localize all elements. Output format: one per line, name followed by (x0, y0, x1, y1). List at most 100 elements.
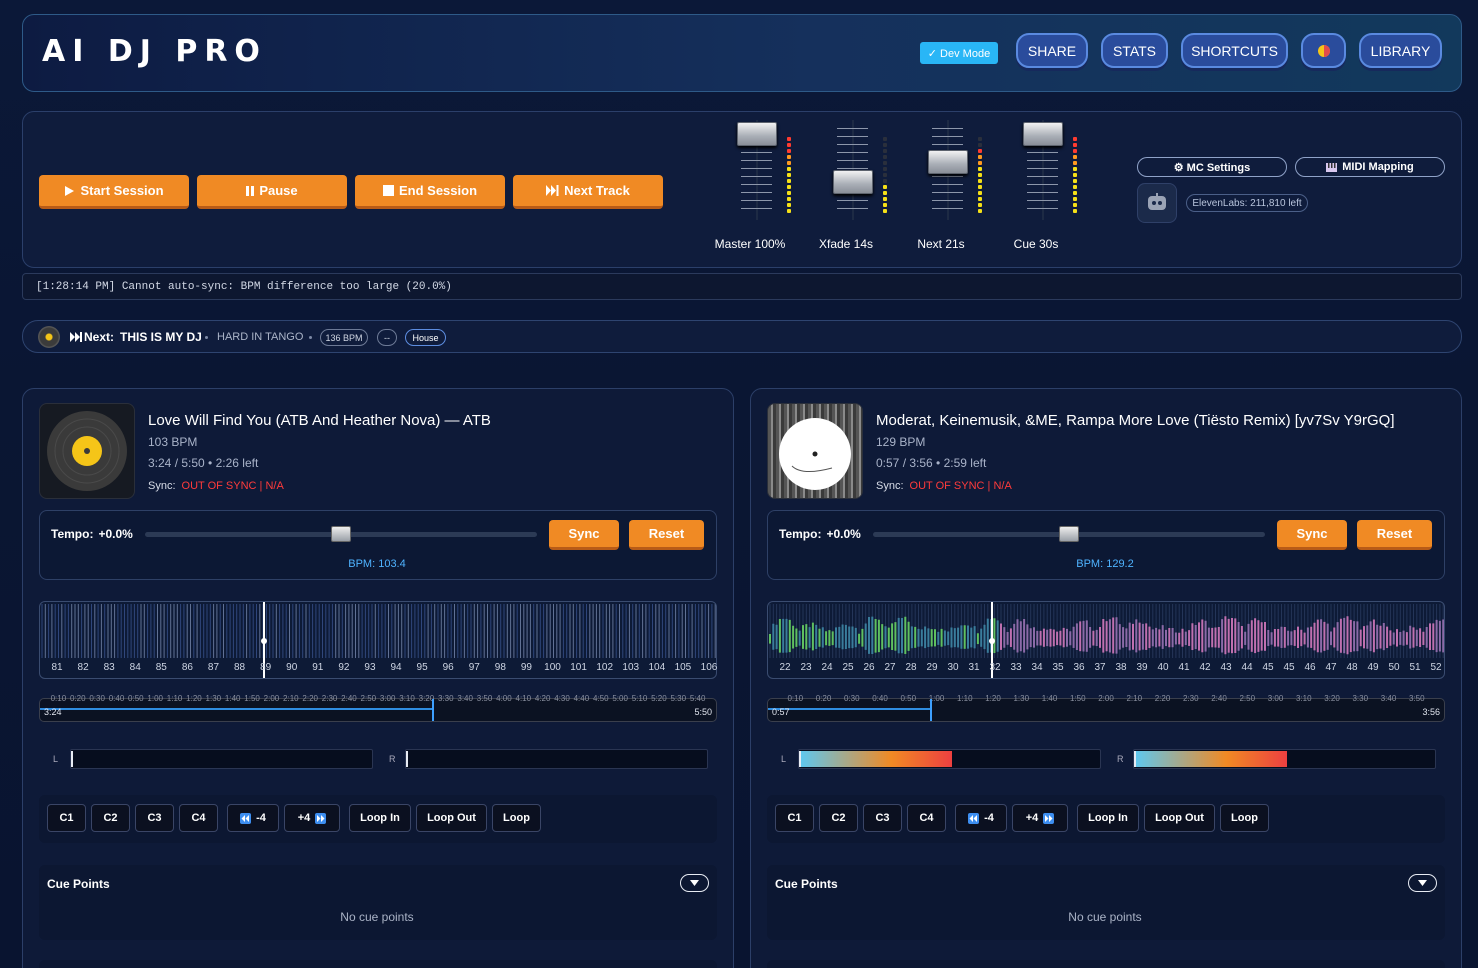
deck-button[interactable]: Loop In (1077, 804, 1139, 832)
beat-number: 82 (77, 662, 89, 673)
control-button[interactable]: Next Track (513, 175, 663, 209)
ruler-label: 3:50 (476, 694, 493, 703)
dev-mode-badge[interactable]: ✓ Dev Mode (920, 42, 998, 64)
meter-dot (883, 155, 887, 159)
meter-dot (978, 173, 982, 177)
deck-button[interactable]: Loop (1220, 804, 1269, 832)
control-button-label: Start Session (80, 183, 164, 198)
deck-button[interactable]: C3 (863, 804, 902, 832)
mc-settings-button[interactable]: ⚙ MC Settings (1137, 157, 1287, 177)
midi-button[interactable]: MIDI Mapping (1295, 157, 1445, 177)
ruler-label: 3:20 (418, 694, 435, 703)
control-button-icon (546, 185, 559, 196)
ruler-label: 1:20 (186, 694, 202, 703)
deck-button[interactable]: -4 (955, 804, 1007, 832)
deck-button-icon (240, 812, 252, 824)
ruler-label: 3:20 (1324, 694, 1340, 703)
meter-dot (978, 155, 982, 159)
nav-button[interactable]: SHORTCUTS (1181, 33, 1288, 68)
waveform[interactable] (767, 601, 1445, 679)
beat-number: 51 (1409, 662, 1421, 673)
deck-button[interactable]: C4 (907, 804, 946, 832)
reset-button[interactable]: Reset (1357, 520, 1432, 550)
ruler-label: 0:10 (787, 694, 804, 703)
sync-button[interactable]: Sync (549, 520, 619, 550)
deck-button[interactable]: C1 (775, 804, 814, 832)
level-bar (70, 749, 373, 769)
control-button[interactable]: End Session (355, 175, 505, 209)
next-icon (70, 332, 82, 342)
ruler-label: 1:00 (147, 694, 164, 703)
theme-button[interactable] (1301, 33, 1346, 68)
deck-button[interactable]: C1 (47, 804, 86, 832)
channel-label: R (389, 754, 396, 764)
album-art (767, 403, 863, 499)
deck-button[interactable]: Loop Out (416, 804, 487, 832)
ruler-label: 3:10 (1295, 694, 1312, 703)
cue-toggle[interactable] (1408, 874, 1437, 892)
fader-step (837, 152, 868, 153)
meter-dot (787, 143, 791, 147)
beat-number: 28 (905, 662, 917, 673)
deck-button[interactable]: +4 (1012, 804, 1068, 832)
waveform[interactable] (39, 601, 717, 679)
beat-number: 22 (779, 662, 791, 673)
ruler-label: 2:00 (263, 694, 280, 703)
robot-icon[interactable] (1137, 183, 1177, 223)
control-button[interactable]: Pause (197, 175, 347, 209)
fader-step (741, 192, 772, 193)
cue-toggle[interactable] (680, 874, 709, 892)
progress-fill (768, 708, 930, 710)
meter-dot (1073, 203, 1077, 207)
fader-step (932, 200, 963, 201)
ruler-label: 4:30 (554, 694, 570, 703)
deck-button[interactable]: C2 (91, 804, 130, 832)
tempo-thumb[interactable] (331, 526, 351, 542)
meter-dot (978, 209, 982, 213)
beat-number: 96 (442, 662, 454, 673)
cue-toggle-icon (1418, 880, 1427, 886)
nav-button[interactable]: LIBRARY (1359, 33, 1442, 68)
next-pill: House (405, 329, 446, 346)
ruler-label: 1:20 (985, 694, 1001, 703)
theme-icon (1317, 44, 1331, 58)
meter-dot (978, 185, 982, 189)
deck-button[interactable]: C4 (179, 804, 218, 832)
progress-head (432, 699, 435, 721)
nav-button[interactable]: SHARE (1016, 33, 1088, 68)
beat-number: 50 (1388, 662, 1400, 673)
deck-button[interactable]: +4 (284, 804, 340, 832)
progress-fill (40, 708, 433, 710)
beat-number: 26 (863, 662, 875, 673)
sync-label: Sync: (148, 480, 176, 492)
log-panel (22, 273, 1462, 300)
sync-button[interactable]: Sync (1277, 520, 1347, 550)
deck-button[interactable]: Loop Out (1144, 804, 1215, 832)
deck-button[interactable]: Loop (492, 804, 541, 832)
ruler-label: 2:10 (283, 694, 299, 703)
progress-ruler[interactable] (39, 698, 717, 722)
meter-dot (787, 191, 791, 195)
deck-button[interactable]: -4 (227, 804, 279, 832)
beat-number: 32 (989, 662, 1001, 673)
nav-button[interactable]: STATS (1101, 33, 1168, 68)
fader-knob[interactable] (928, 150, 968, 174)
tempo-label: Tempo: (779, 527, 822, 541)
fader-knob[interactable] (1023, 122, 1063, 146)
deck-button[interactable]: C2 (819, 804, 858, 832)
deck-button[interactable]: C3 (135, 804, 174, 832)
ruler-label: 1:30 (205, 694, 222, 703)
beat-number: 85 (155, 662, 167, 673)
fader-knob[interactable] (737, 122, 777, 146)
progress-ruler[interactable] (767, 698, 1445, 722)
deck-button[interactable]: Loop In (349, 804, 411, 832)
control-button[interactable]: Start Session (39, 175, 189, 209)
beat-number: 37 (1094, 662, 1106, 673)
meter-dot (1073, 167, 1077, 171)
beat-number: 52 (1430, 662, 1442, 673)
tempo-row: Tempo: +0.0% (779, 526, 861, 542)
reset-button[interactable]: Reset (629, 520, 704, 550)
fader-knob[interactable] (833, 170, 873, 194)
ruler-label: 3:40 (457, 694, 473, 703)
tempo-thumb[interactable] (1059, 526, 1079, 542)
